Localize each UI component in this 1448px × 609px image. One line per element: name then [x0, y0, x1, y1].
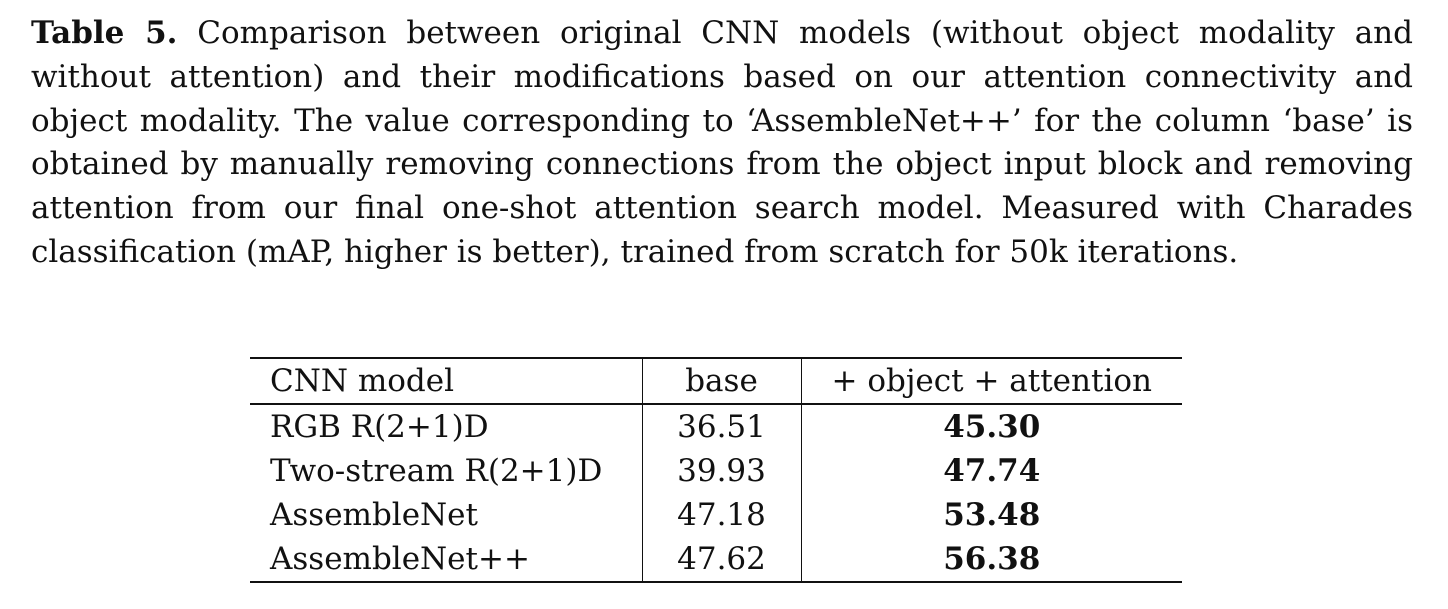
table-row: RGB R(2+1)D 36.51 45.30	[250, 404, 1182, 449]
cell-model: AssembleNet	[250, 493, 643, 537]
table-label: Table 5.	[31, 15, 178, 51]
cell-model: Two-stream R(2+1)D	[250, 449, 643, 493]
table-caption: Table 5. Comparison between original CNN…	[31, 12, 1413, 275]
header-object-attention: + object + attention	[831, 363, 1152, 399]
cell-object-attention: 53.48	[943, 497, 1041, 533]
cell-object-attention: 47.74	[943, 453, 1041, 489]
cell-base: 39.93	[642, 449, 802, 493]
cell-base: 36.51	[642, 404, 802, 449]
cell-model: AssembleNet++	[250, 537, 643, 582]
table-row: Two-stream R(2+1)D 39.93 47.74	[250, 449, 1182, 493]
cell-base: 47.62	[642, 537, 802, 582]
table-header-row: CNN model base + object + attention	[250, 358, 1182, 404]
table-row: AssembleNet 47.18 53.48	[250, 493, 1182, 537]
cell-base: 47.18	[642, 493, 802, 537]
table-row: AssembleNet++ 47.62 56.38	[250, 537, 1182, 582]
caption-text: Comparison between original CNN models (…	[31, 15, 1413, 270]
header-cnn-model: CNN model	[250, 358, 643, 404]
results-table: CNN model base + object + attention RGB …	[250, 357, 1182, 583]
cell-model: RGB R(2+1)D	[250, 404, 643, 449]
cell-object-attention: 56.38	[943, 541, 1041, 577]
cell-object-attention: 45.30	[943, 409, 1041, 445]
header-base: base	[642, 358, 802, 404]
